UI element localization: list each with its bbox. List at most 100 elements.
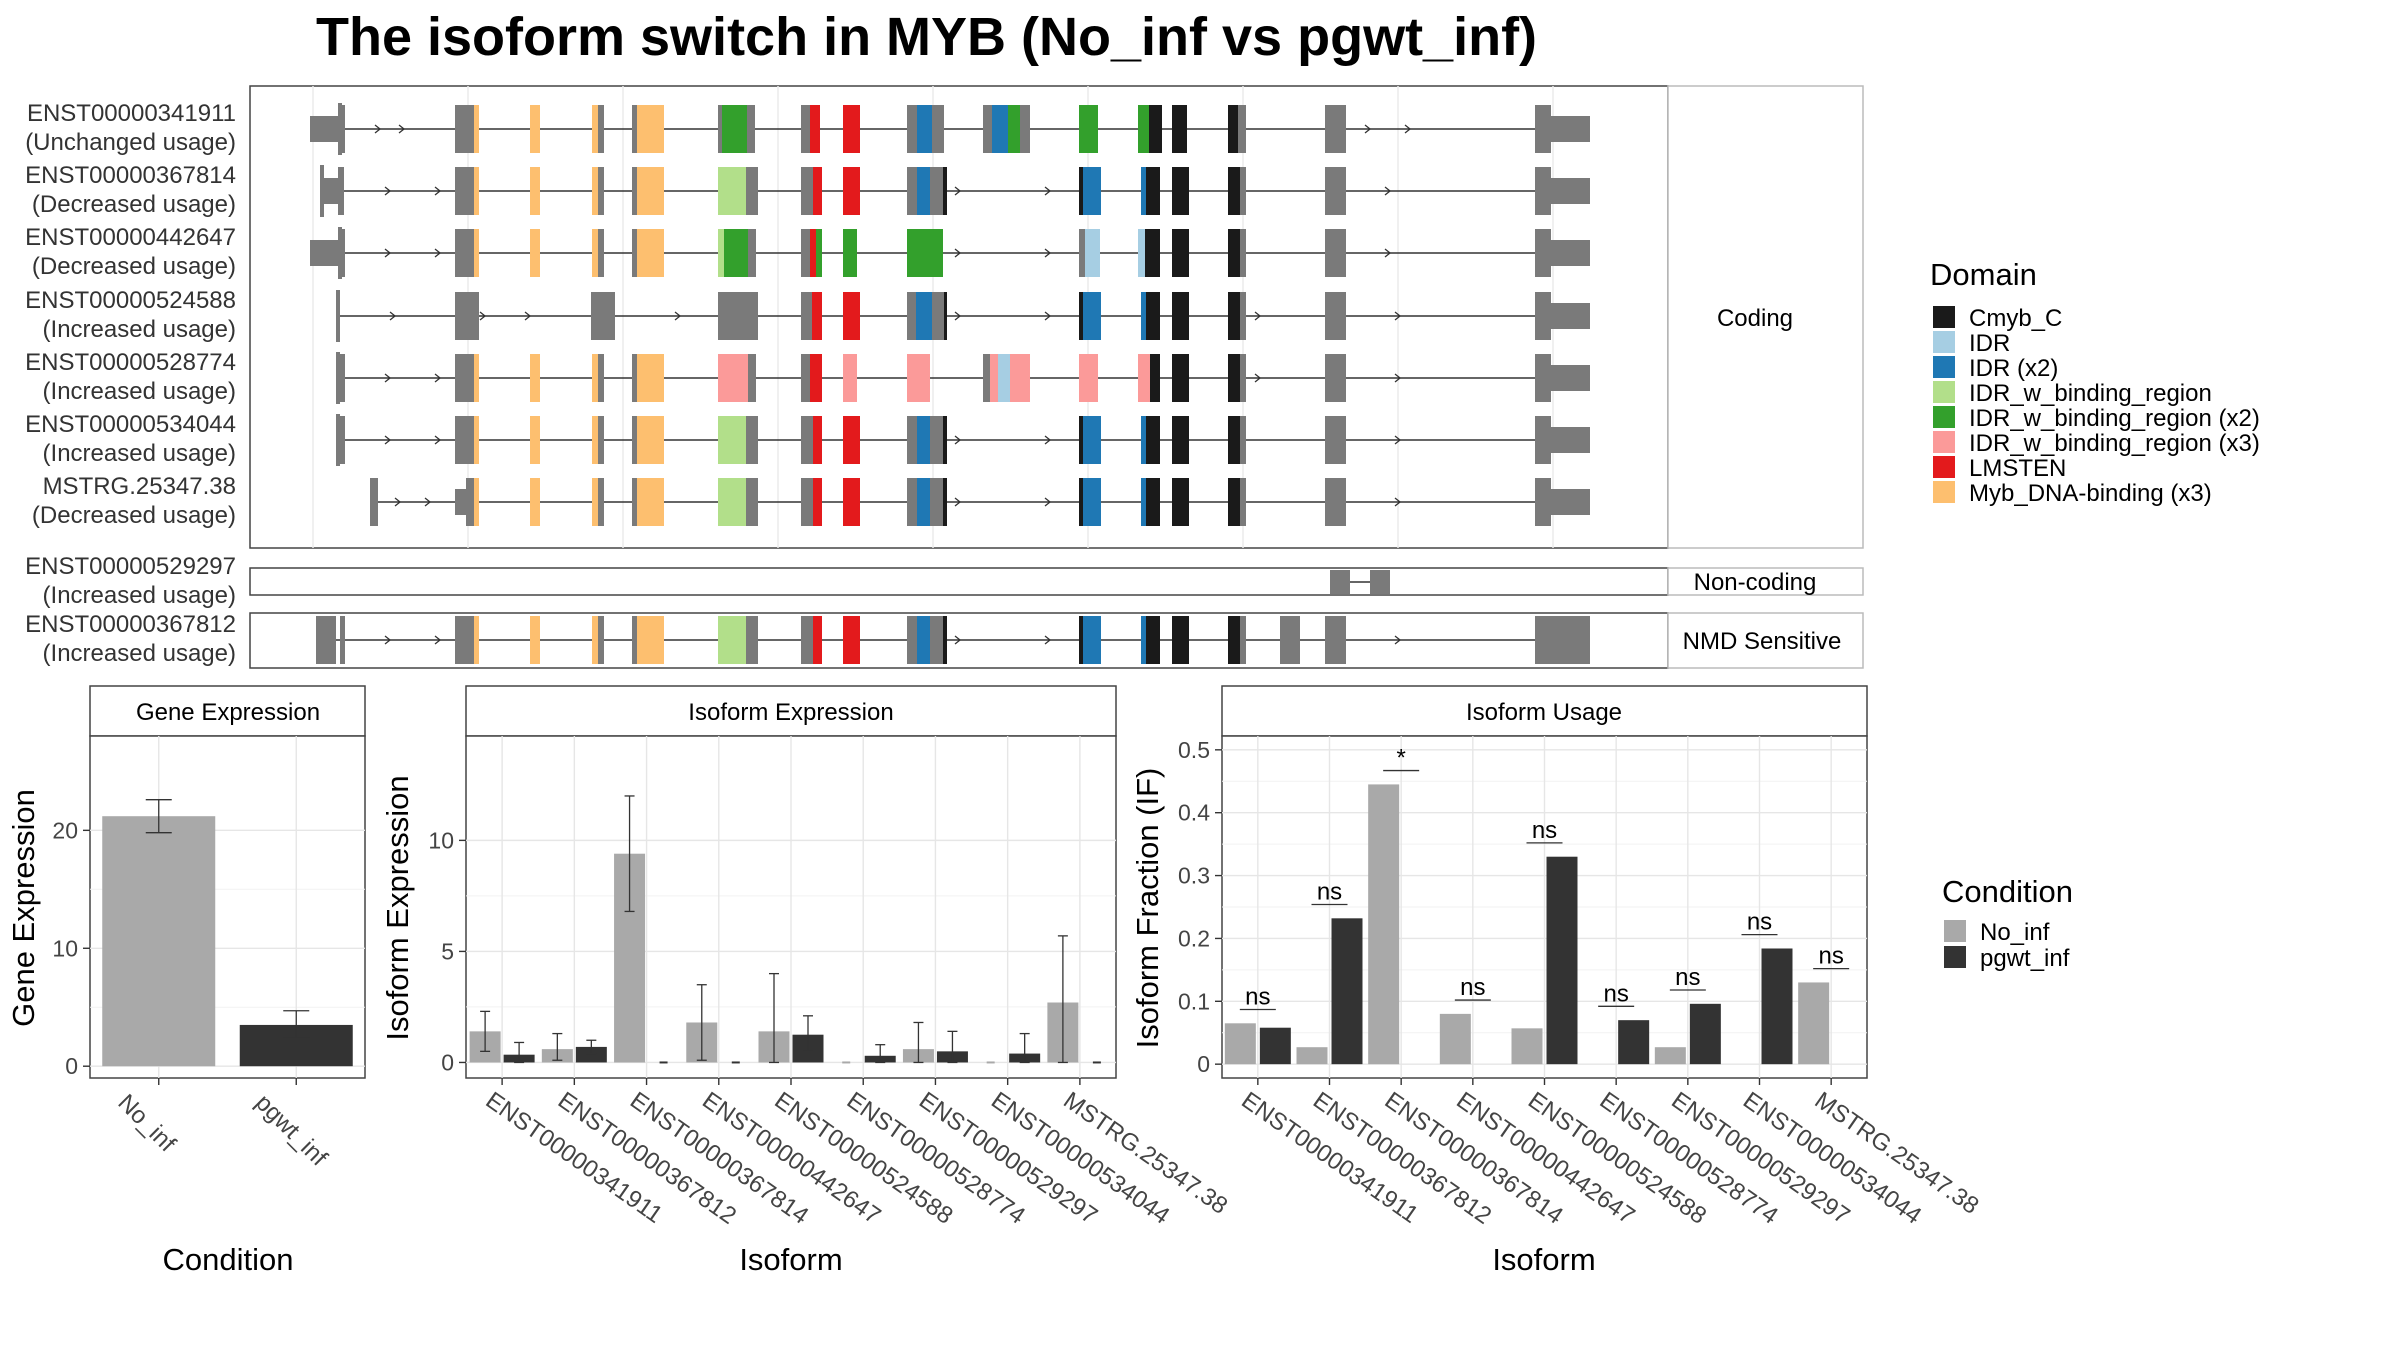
utr-segment [1551,116,1590,142]
exon-segment [1240,354,1246,402]
exon-segment [917,105,932,153]
exon-segment [813,478,822,526]
exon-segment [1085,229,1100,277]
exon-segment [1079,292,1083,340]
exon-segment [1141,167,1146,215]
exon-segment [1240,167,1246,215]
exon-segment [983,105,992,153]
utr-segment [1551,365,1590,391]
exon-segment [1228,229,1240,277]
strand-arrow [1404,124,1412,134]
exon-segment [746,167,758,215]
exon-segment [843,354,857,402]
strand-arrow [954,311,962,321]
exon-segment [930,416,943,464]
utr-segment [455,489,466,515]
exon-segment [801,167,813,215]
bar [1439,1013,1471,1065]
domain-legend-label: IDR_w_binding_region (x3) [1969,430,2260,457]
exon-segment [907,616,917,664]
exon-segment [530,229,540,277]
exon-segment [1228,616,1240,664]
exon-segment [455,354,474,402]
y-tick-label: 0.1 [1178,988,1210,1014]
exon-segment [455,416,474,464]
exon-segment [1079,416,1083,464]
isoform-usage-title: Isoform Usage [1466,699,1622,726]
transcript-usage: (Decreased usage) [32,253,236,280]
exon-segment [1141,416,1146,464]
strand-arrow [389,311,397,321]
bar [1761,948,1793,1065]
transcript-id: ENST00000529297 [25,553,236,580]
strand-arrow [384,248,392,258]
exon-segment [930,616,943,664]
significance-label: * [1396,745,1405,772]
y-tick-label: 0 [65,1053,78,1079]
exon-segment [917,616,930,664]
exon-segment [718,167,746,215]
exon-segment [990,354,998,402]
exon-segment [813,416,822,464]
bar [1511,1028,1543,1065]
strand-arrow [1384,248,1392,258]
exon-segment [930,478,943,526]
exon-segment [466,478,474,526]
utr-segment [1551,240,1590,266]
exon-segment [1228,416,1240,464]
exon-segment [598,105,604,153]
transcript-usage: (Unchanged usage) [25,129,236,156]
exon-segment [843,105,860,153]
exon-segment [1228,354,1240,402]
exon-segment [1146,167,1160,215]
exon-segment [1325,229,1346,277]
strand-arrow [434,373,442,383]
exon-segment [932,229,943,277]
significance-label: ns [1675,964,1700,991]
exon-segment [1020,105,1030,153]
exon-segment [724,229,748,277]
gene-expression-xlabel: Condition [163,1242,294,1277]
exon-segment [1172,229,1189,277]
exon-segment [718,416,746,464]
bar [1546,856,1578,1065]
exon-segment [1172,105,1187,153]
exon-segment [474,354,479,402]
exon-segment [598,354,604,402]
significance-label: ns [1747,909,1772,936]
exon-segment [916,292,932,340]
domain-swatch [1933,406,1955,428]
bar [1689,1003,1721,1065]
exon-segment [1141,616,1146,664]
exon-segment [592,354,598,402]
exon-segment [598,229,604,277]
exon-segment [1370,570,1390,594]
exon-segment [932,105,944,153]
exon-segment [1083,478,1101,526]
exon-segment [812,292,822,340]
exon-segment [1008,105,1020,153]
exon-segment [1146,478,1160,526]
exon-segment [642,478,664,526]
bar [1798,982,1830,1065]
domain-legend-label: LMSTEN [1969,455,2066,482]
exon-segment [810,354,822,402]
transcript-id: ENST00000367814 [25,162,236,189]
exon-segment [336,290,340,342]
exon-segment [1535,478,1551,526]
isoform-structure-panel: Coding Non-coding NMD Sensitive ENST0000… [25,85,1864,669]
exon-segment [816,229,822,277]
strand-arrow [954,635,962,645]
exon-segment [316,616,336,664]
exon-segment [1079,354,1098,402]
exon-segment [1535,229,1551,277]
exon-segment [598,416,604,464]
exon-segment [1172,478,1189,526]
domain-swatch [1933,456,1955,478]
domain-swatch [1933,481,1955,503]
strand-arrow [1254,373,1262,383]
noncoding-panel-frame [249,567,1669,596]
strand-arrow [1044,186,1052,196]
significance-label: ns [1460,974,1485,1001]
